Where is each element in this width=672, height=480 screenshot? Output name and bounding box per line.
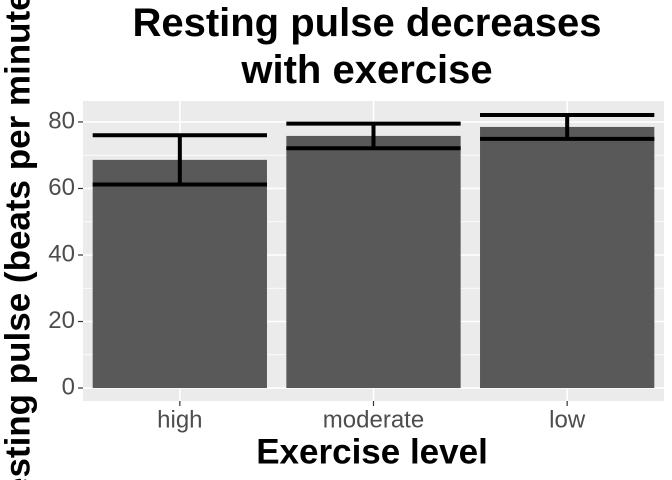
chart-title: Resting pulse decreases with exercise [132, 1, 601, 92]
y-tick-label: 20 [48, 307, 75, 334]
x-tick-label: moderate [323, 406, 424, 433]
bar [480, 126, 655, 389]
x-axis-label: Exercise level [256, 432, 488, 471]
x-tick-label: high [157, 406, 202, 433]
y-tick-label: 0 [62, 373, 75, 400]
error-bar [286, 121, 461, 151]
y-tick-label: 40 [48, 240, 75, 267]
y-axis-label: Resting pulse (beats per minute) [0, 0, 37, 480]
error-bar [92, 133, 267, 187]
y-tick-label: 60 [48, 174, 75, 201]
x-tick-label: low [549, 406, 586, 433]
y-tick-label: 80 [48, 107, 75, 134]
bar [92, 159, 267, 389]
error-bar [480, 112, 655, 141]
bar [286, 135, 461, 389]
